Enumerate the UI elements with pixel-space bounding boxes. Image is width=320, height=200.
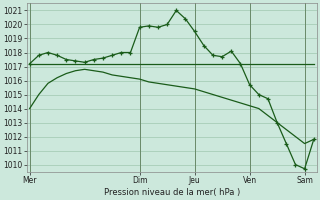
X-axis label: Pression niveau de la mer( hPa ): Pression niveau de la mer( hPa ): [104, 188, 240, 197]
